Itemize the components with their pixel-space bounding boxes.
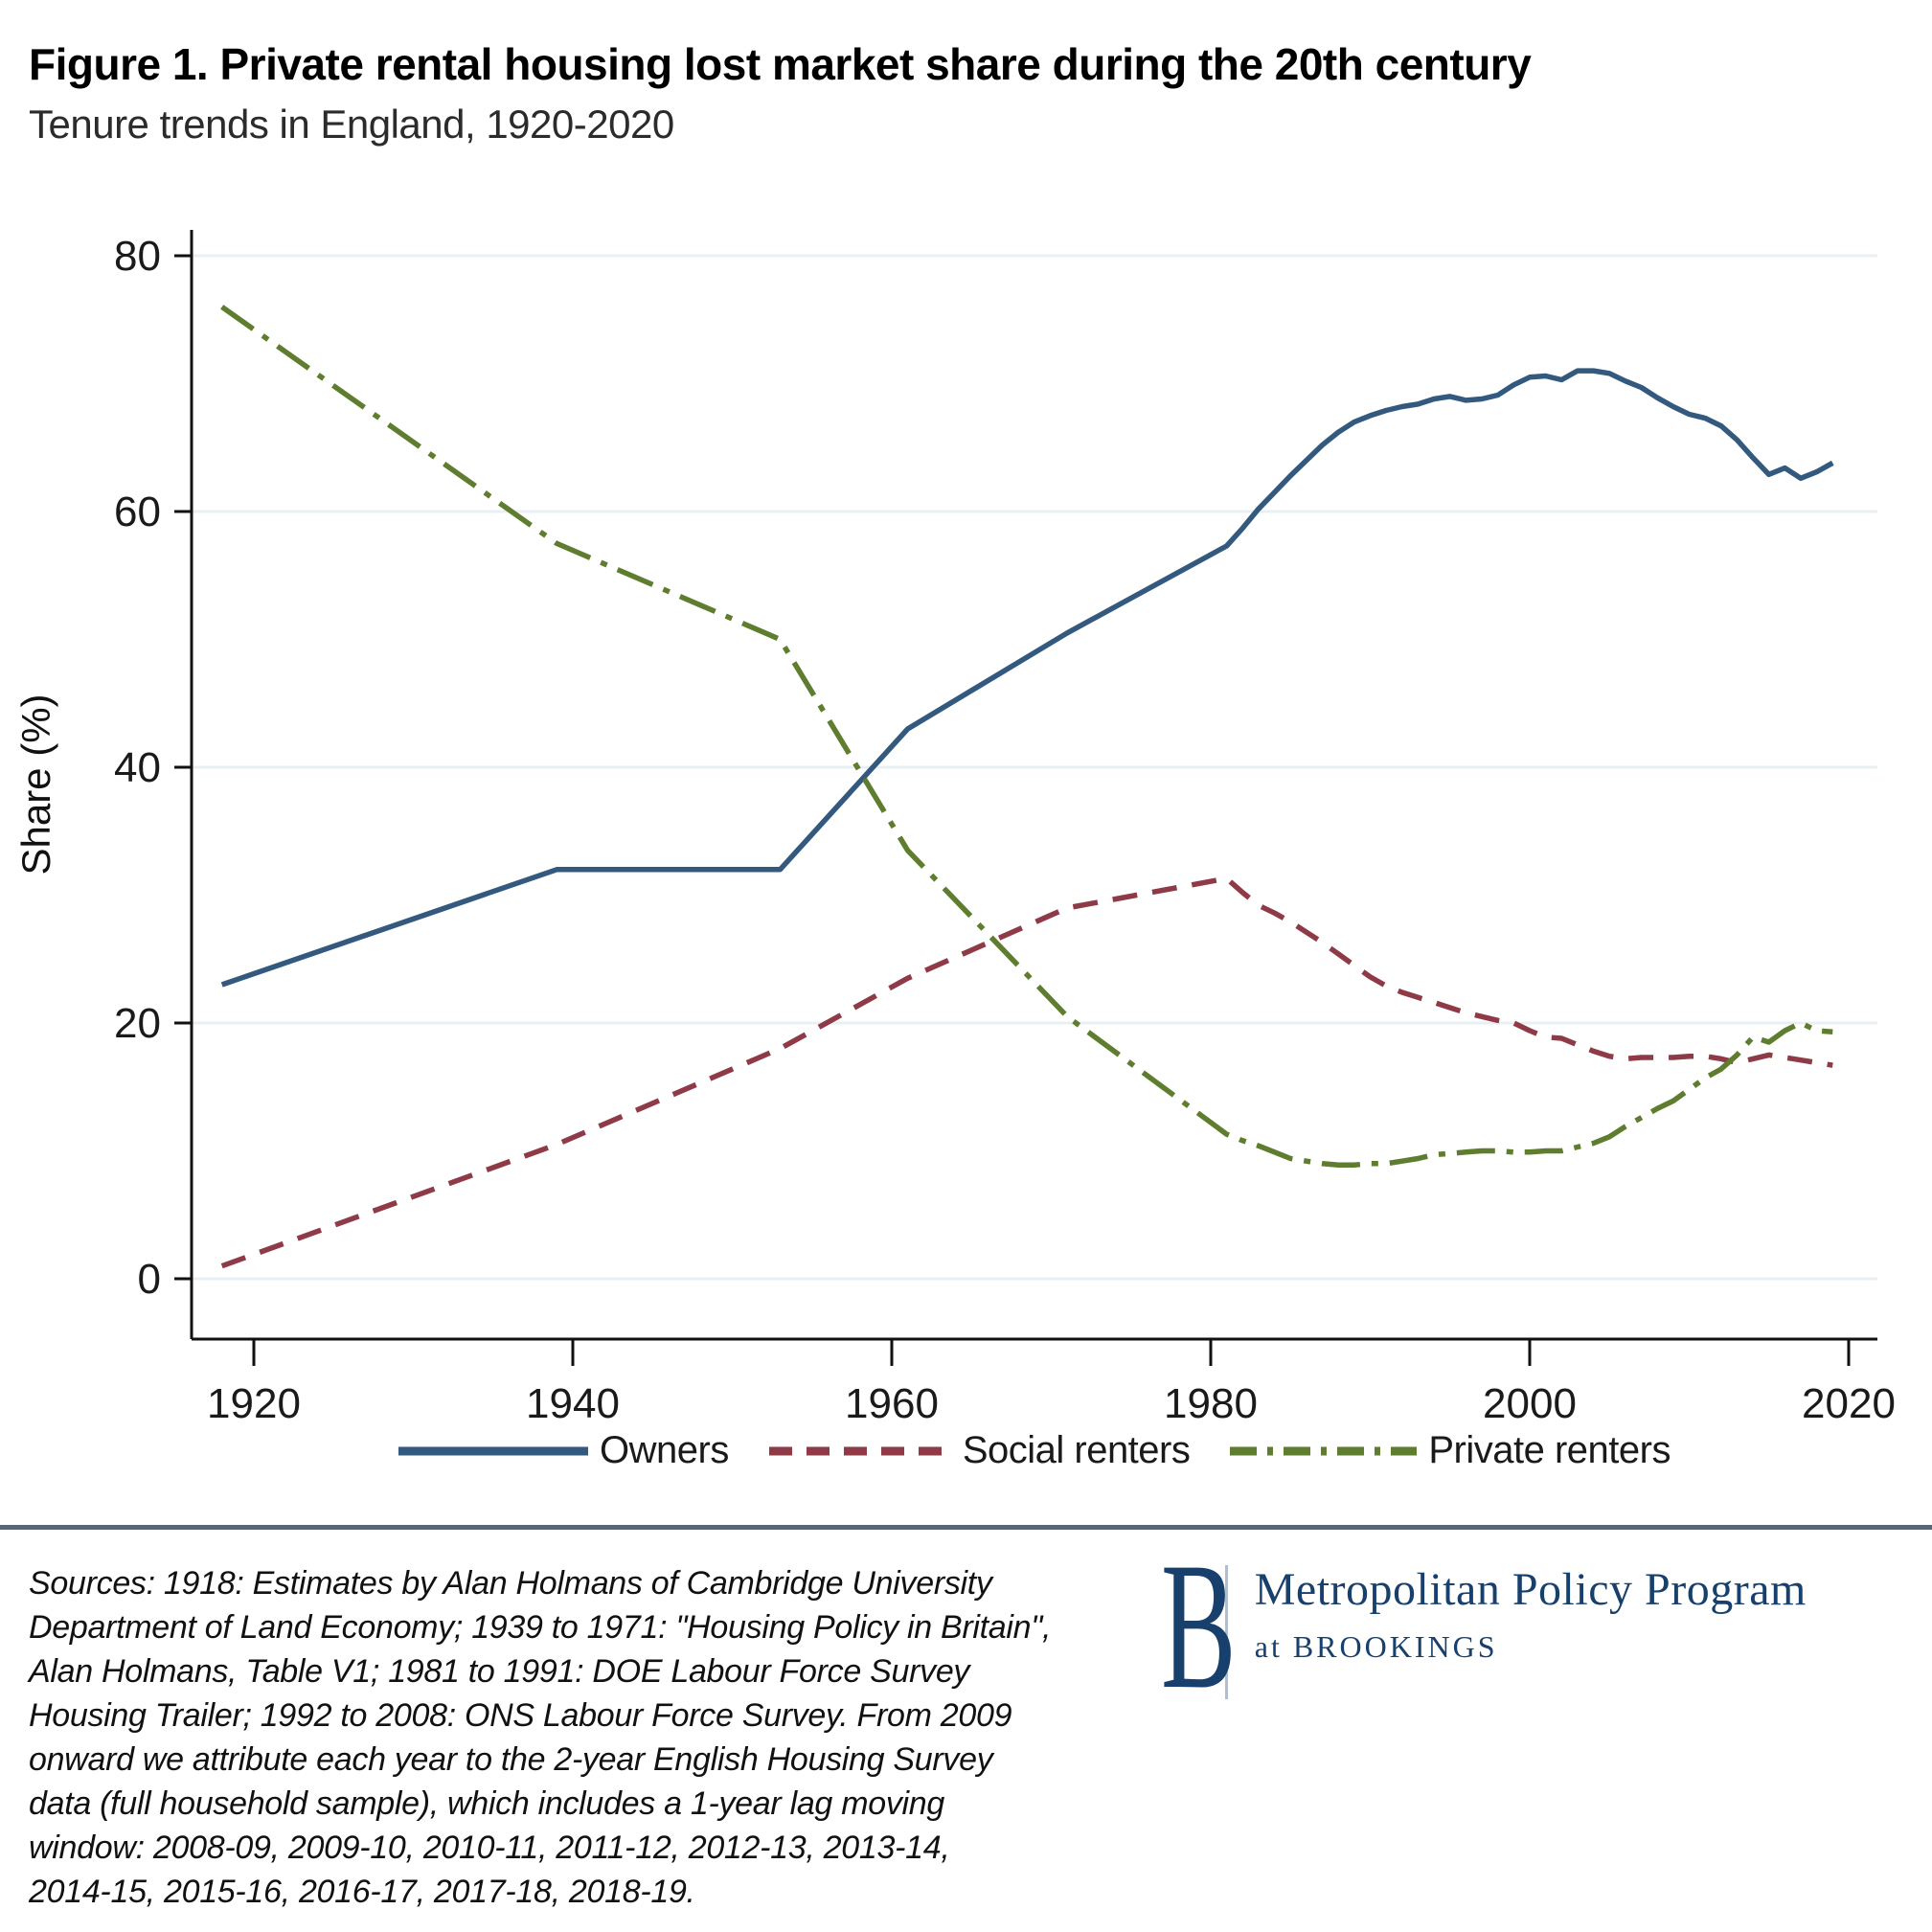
private-renters-line bbox=[220, 305, 1833, 1168]
legend-label-private-renters: Private renters bbox=[1428, 1429, 1671, 1471]
legend-label-owners: Owners bbox=[600, 1429, 729, 1471]
figure-subtitle: Tenure trends in England, 1920-2020 bbox=[29, 102, 674, 147]
y-tick-label-20: 20 bbox=[114, 1000, 161, 1047]
y-axis-title: Share (%) bbox=[13, 693, 58, 875]
social-renters-line-sample bbox=[768, 1446, 951, 1455]
legend-item-owners: Owners bbox=[398, 1429, 729, 1472]
chart-legend: Owners Social renters Private renters bbox=[192, 1429, 1877, 1472]
figure-title: Figure 1. Private rental housing lost ma… bbox=[29, 39, 1532, 89]
x-tick-label-1980: 1980 bbox=[1164, 1380, 1258, 1422]
footer-divider-line bbox=[0, 1525, 1932, 1530]
owners-line bbox=[220, 368, 1834, 988]
y-tick-label-80: 80 bbox=[114, 233, 161, 280]
x-tick-label-1960: 1960 bbox=[845, 1380, 939, 1422]
x-tick-label-2000: 2000 bbox=[1483, 1380, 1577, 1422]
legend-item-social-renters: Social renters bbox=[768, 1429, 1191, 1472]
legend-label-social-renters: Social renters bbox=[962, 1429, 1191, 1471]
sources-note: Sources: 1918: Estimates by Alan Holmans… bbox=[29, 1565, 1052, 1910]
y-tick-label-60: 60 bbox=[114, 489, 161, 535]
logo-program-name: Metropolitan Policy Program bbox=[1254, 1564, 1807, 1615]
logo-text: Metropolitan Policy Program at BROOKINGS bbox=[1255, 1563, 1807, 1665]
y-tick-label-0: 0 bbox=[138, 1256, 161, 1303]
private-renters-line-sample bbox=[1230, 1446, 1418, 1455]
brookings-logo: B Metropolitan Policy Program at BROOKIN… bbox=[1161, 1526, 1807, 1914]
y-tick-label-40: 40 bbox=[114, 744, 161, 791]
x-tick-label-2020: 2020 bbox=[1802, 1380, 1896, 1422]
legend-item-private-renters: Private renters bbox=[1230, 1429, 1671, 1472]
brookings-b-logo-mark: B bbox=[1161, 1526, 1237, 1727]
tenure-trends-line-chart: 0 20 40 60 80 1920 1940 1960 1980 2000 2020 Share (… bbox=[13, 230, 1896, 1422]
x-tick-label-1940: 1940 bbox=[526, 1380, 620, 1422]
social-renters-line bbox=[220, 875, 1833, 1269]
logo-at-brookings: at BROOKINGS bbox=[1254, 1629, 1498, 1664]
x-tick-label-1920: 1920 bbox=[207, 1380, 301, 1422]
owners-line-sample bbox=[398, 1446, 588, 1455]
logo-divider-rule bbox=[1224, 1565, 1228, 1699]
footer: Sources: 1918: Estimates by Alan Holmans… bbox=[0, 1526, 1932, 1914]
